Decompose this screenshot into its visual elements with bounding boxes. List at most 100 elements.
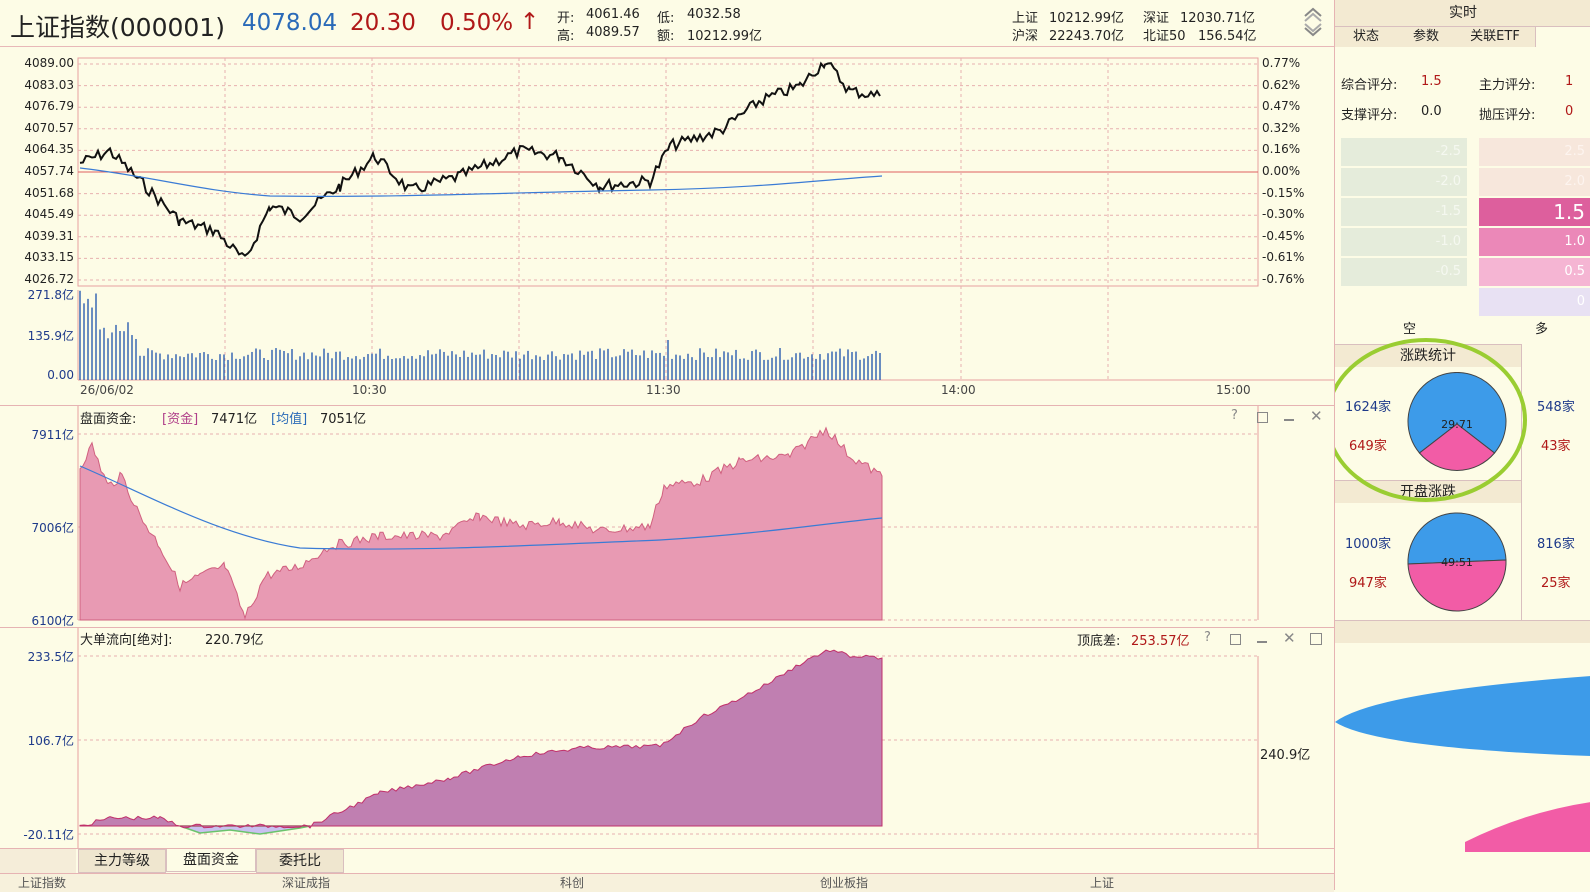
funds-value: 7471亿 — [211, 412, 258, 427]
avg-price-line — [79, 167, 883, 198]
pct-tick: -0.15% — [1262, 185, 1305, 200]
realtime-header[interactable]: 实时 — [1335, 0, 1590, 27]
score-cell-pos: 0.5 — [1479, 258, 1590, 286]
bigorder-tick: -20.11亿 — [23, 828, 74, 842]
funds-chart-svg — [77, 406, 1259, 621]
time-tick: 10:30 — [352, 383, 387, 397]
pressure-label: 抛压评分: — [1479, 108, 1536, 123]
bigorder-title: 大单流向[绝对]: — [80, 633, 173, 648]
tab-related-etf[interactable]: 关联ETF — [1455, 27, 1536, 47]
score-cell-neg: -2.5 — [1341, 138, 1467, 166]
time-tick: 15:00 — [1216, 383, 1251, 397]
price-tick: 4089.00 — [24, 56, 74, 70]
scroll-arrows-icon[interactable] — [1302, 4, 1324, 40]
open-right-bottom: 25家 — [1541, 576, 1571, 591]
bz-value: 156.54亿 — [1198, 29, 1257, 44]
score-main-value: 1 — [1565, 74, 1574, 89]
updown-right-top: 548家 — [1537, 400, 1575, 415]
volume-tick: 135.9亿 — [27, 329, 74, 343]
open-updown-title[interactable]: 开盘涨跌 — [1335, 480, 1521, 503]
tab-main-level[interactable]: 主力等级 — [78, 849, 166, 873]
funds-avg-label: [均值] — [271, 412, 308, 427]
funds-tick: 6100亿 — [31, 614, 74, 628]
help-icon[interactable]: ? — [1231, 408, 1238, 423]
price-tick: 4076.79 — [24, 99, 74, 114]
price-tick: 4064.35 — [24, 142, 74, 157]
open-right-top: 816家 — [1537, 537, 1575, 552]
volume-tick: 0.00 — [47, 368, 74, 382]
price-line — [79, 61, 881, 257]
tab-panel-funds[interactable]: 盘面资金 — [166, 849, 256, 872]
high-value: 4089.57 — [586, 25, 640, 40]
tab-status[interactable]: 状态 — [1335, 27, 1398, 47]
price-tick: 4051.68 — [24, 185, 74, 200]
flow-shapes — [1335, 676, 1590, 852]
right-panel: 实时 状态 参数 关联ETF 综合评分: 1.5 主力评分: 1 支撑评分: 0… — [1334, 0, 1590, 890]
score-cell-neg: -0.5 — [1341, 258, 1467, 286]
bigorder-tick: 106.7亿 — [27, 734, 74, 748]
support-label: 支撑评分: — [1341, 108, 1398, 123]
pct-tick: -0.61% — [1262, 250, 1305, 265]
strip-item[interactable]: 深证成指 — [282, 876, 331, 890]
price-chart-svg — [77, 57, 1334, 381]
index-price: 4078.04 — [242, 10, 338, 36]
open-label: 开: — [557, 11, 575, 26]
score-cell-neg: -2.0 — [1341, 168, 1467, 196]
market-strip: 上证指数 深证成指 科创 创业板指 上证 — [0, 873, 1334, 892]
index-change-pct: 0.50% — [440, 10, 514, 36]
pct-tick: 0.47% — [1262, 99, 1301, 114]
score-total-label: 综合评分: — [1341, 78, 1398, 93]
pct-tick: 0.16% — [1262, 142, 1301, 157]
open-value: 4061.46 — [586, 7, 640, 22]
bigorder-panel[interactable]: 大单流向[绝对]: 220.79亿 顶底差: 253.57亿 233.5亿 106… — [0, 628, 1334, 850]
close-icon[interactable]: ✕ — [1283, 629, 1296, 647]
maximize-icon[interactable] — [1230, 634, 1241, 645]
pct-tick: -0.76% — [1262, 272, 1305, 286]
help-icon[interactable]: ? — [1204, 630, 1211, 645]
index-change: 20.30 — [350, 10, 416, 36]
strip-item[interactable]: 科创 — [560, 876, 585, 890]
funds-panel[interactable]: 盘面资金: [资金] 7471亿 [均值] 7051亿 7911亿 7006亿 61… — [0, 406, 1334, 628]
score-total-value: 1.5 — [1421, 74, 1442, 89]
funds-tick: 7006亿 — [31, 521, 74, 535]
price-tick: 4057.74 — [24, 164, 74, 178]
price-tick: 4083.03 — [24, 77, 74, 92]
bz-label: 北证50 — [1143, 29, 1186, 44]
score-main-label: 主力评分: — [1479, 78, 1536, 93]
bigorder-value: 220.79亿 — [205, 633, 264, 648]
pct-tick: 0.62% — [1262, 77, 1301, 92]
sz-label: 深证 — [1143, 11, 1170, 26]
open-up-count: 1000家 — [1345, 537, 1392, 552]
pct-tick: -0.45% — [1262, 228, 1305, 243]
bigorder-tick: 233.5亿 — [27, 650, 74, 664]
sz-value: 12030.71亿 — [1180, 11, 1256, 26]
hs-value: 22243.70亿 — [1049, 29, 1125, 44]
score-cell-active: 1.5 — [1479, 198, 1590, 226]
strip-item[interactable]: 上证 — [1090, 876, 1115, 890]
popout-icon[interactable] — [1310, 633, 1322, 645]
tab-params[interactable]: 参数 — [1397, 27, 1456, 47]
tab-order-ratio[interactable]: 委托比 — [256, 849, 344, 873]
updown-pie-chart: 29:71 — [1407, 372, 1507, 471]
pct-tick: 0.00% — [1262, 164, 1301, 178]
bigorder-area — [79, 649, 883, 829]
maximize-icon[interactable] — [1257, 412, 1268, 423]
strip-item[interactable]: 上证指数 — [18, 876, 67, 890]
minimize-icon[interactable] — [1257, 641, 1267, 643]
strip-item[interactable]: 创业板指 — [820, 876, 869, 890]
close-icon[interactable]: ✕ — [1310, 407, 1323, 425]
funds-label: [资金] — [162, 412, 199, 427]
time-tick: 14:00 — [941, 383, 976, 397]
intraday-chart[interactable]: 4089.00 4083.03 4076.79 4070.57 4064.35 4057.… — [0, 46, 1334, 406]
bigorder-diff-value: 253.57亿 — [1131, 634, 1190, 649]
score-cell-neg: -1.0 — [1341, 228, 1467, 256]
support-value: 0.0 — [1421, 104, 1442, 119]
updown-right-bottom: 43家 — [1541, 439, 1571, 454]
funds-area — [79, 426, 883, 621]
hs-label: 沪深 — [1012, 29, 1039, 44]
score-cell-pos: 2.0 — [1479, 168, 1590, 196]
pct-tick: -0.30% — [1262, 207, 1305, 222]
funds-tick: 7911亿 — [31, 428, 74, 442]
pct-tick: 0.77% — [1262, 56, 1301, 70]
minimize-icon[interactable] — [1284, 419, 1294, 421]
